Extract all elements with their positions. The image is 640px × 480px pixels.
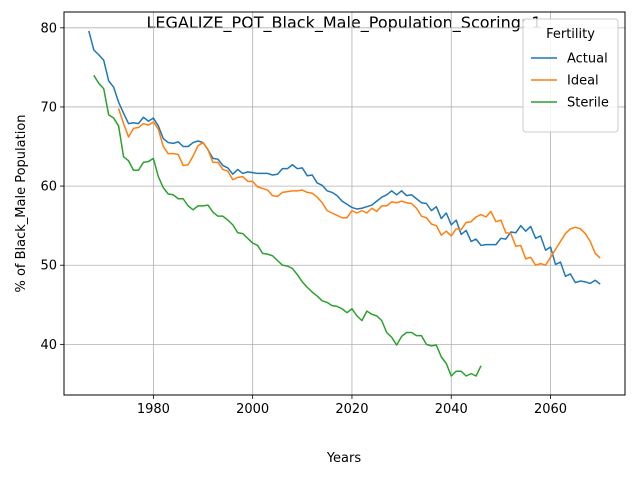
legend-label-sterile: Sterile	[567, 96, 609, 111]
plot-frame	[63, 11, 626, 396]
series-group	[88, 30, 601, 377]
x-tick-label: 2040	[435, 402, 468, 417]
legend-box	[522, 18, 619, 133]
y-tick-label: 50	[40, 259, 57, 274]
x-axis: 1980 2000 2020 2040 2060	[137, 395, 567, 417]
series-line-sterile	[93, 74, 482, 377]
y-axis-title: % of Black_Male Population	[14, 114, 29, 292]
x-tick-label: 2020	[335, 402, 368, 417]
legend-label-actual: Actual	[567, 52, 608, 67]
x-tick-label: 2060	[534, 402, 567, 417]
series-line-ideal	[117, 108, 601, 266]
y-tick-label: 60	[40, 180, 57, 195]
x-axis-title: Years	[326, 451, 362, 466]
y-tick-label: 70	[40, 100, 57, 115]
x-tick-label: 2000	[236, 402, 269, 417]
y-tick-label: 40	[40, 338, 57, 353]
chart-title: LEGALIZE_POT_Black_Male_Population_Scori…	[146, 13, 541, 33]
x-tick-label: 1980	[137, 402, 170, 417]
y-tick-label: 80	[40, 21, 57, 36]
legend: Fertility Actual Ideal Sterile	[522, 18, 619, 133]
series-line-actual	[88, 30, 601, 285]
y-axis: 40 50 60 70 80	[40, 21, 64, 353]
legend-label-ideal: Ideal	[567, 74, 599, 89]
legend-title: Fertility	[546, 27, 595, 42]
